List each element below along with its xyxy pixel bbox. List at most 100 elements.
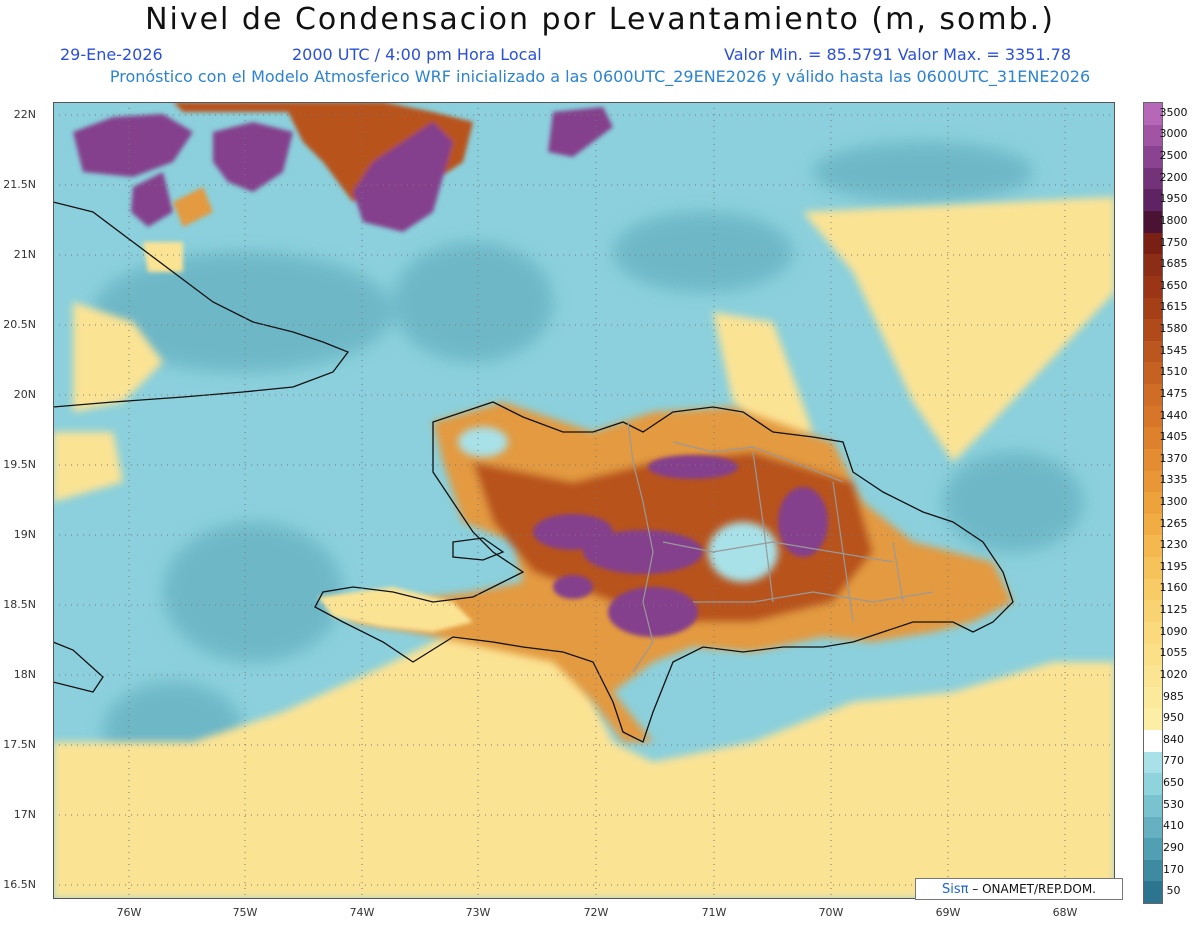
lon-label: 74W	[349, 906, 375, 919]
legend-swatch	[1144, 751, 1162, 774]
legend-swatch	[1144, 535, 1162, 558]
legend-swatch	[1144, 600, 1162, 623]
lat-label: 21N	[13, 248, 36, 261]
legend-swatch	[1144, 621, 1162, 645]
lat-label: 19N	[13, 528, 36, 541]
legend-label: 1230	[1159, 538, 1188, 552]
legend-label: 2500	[1159, 149, 1188, 163]
lat-label: 18.5N	[3, 598, 36, 611]
forecast-time: 2000 UTC / 4:00 pm Hora Local	[292, 45, 542, 64]
lon-label: 68W	[1052, 906, 1078, 919]
legend-label: 1020	[1159, 667, 1188, 681]
legend-label: 530	[1163, 797, 1184, 811]
legend-label: 1545	[1159, 343, 1188, 357]
legend-label: 1685	[1159, 257, 1188, 271]
credit-text: – ONAMET/REP.DOM.	[972, 882, 1096, 896]
legend-swatch	[1144, 686, 1162, 709]
legend-label: 1475	[1159, 386, 1188, 400]
legend-label: 1125	[1159, 603, 1188, 617]
credit-box: Sisπ – ONAMET/REP.DOM.	[915, 878, 1123, 900]
legend-label: 1300	[1159, 495, 1188, 508]
legend-swatch	[1144, 643, 1162, 666]
legend-swatch	[1144, 773, 1162, 796]
legend-swatch	[1144, 211, 1162, 234]
legend-label: 290	[1163, 840, 1184, 854]
lat-label: 17N	[13, 808, 36, 821]
legend-label: 1335	[1159, 473, 1188, 487]
legend-swatch	[1144, 448, 1162, 472]
lat-label: 21.5N	[3, 178, 36, 191]
legend-swatch	[1144, 275, 1162, 299]
lon-label: 70W	[818, 906, 844, 919]
lon-label: 76W	[116, 906, 142, 919]
legend-swatch	[1144, 492, 1162, 515]
legend-swatch	[1144, 859, 1162, 882]
legend-label: 1265	[1159, 516, 1188, 530]
legend-label: 1195	[1159, 559, 1188, 573]
legend-label: 840	[1163, 732, 1184, 746]
lat-label: 22N	[13, 108, 36, 121]
hispaniola-coast	[314, 401, 1014, 743]
lon-label: 75W	[232, 906, 258, 919]
legend-swatch	[1144, 816, 1162, 839]
legend-swatch	[1144, 427, 1162, 450]
legend-label: 950	[1163, 711, 1184, 725]
legend-label: 1055	[1159, 646, 1188, 660]
legend-swatch	[1144, 362, 1162, 385]
legend-label: 3000	[1159, 127, 1188, 141]
map-title: Nivel de Condensacion por Levantamiento …	[145, 2, 1055, 37]
gonave-island	[452, 537, 505, 561]
model-info: Pronóstico con el Modelo Atmosferico WRF…	[109, 67, 1091, 86]
legend-label: 985	[1163, 689, 1184, 703]
legend-swatch	[1144, 319, 1162, 342]
lon-label: 71W	[701, 906, 727, 919]
legend-swatch	[1144, 146, 1162, 169]
lat-label: 17.5N	[3, 738, 36, 751]
legend-label: 170	[1163, 862, 1184, 876]
legend-swatch	[1144, 513, 1162, 536]
lon-label: 73W	[465, 906, 491, 919]
legend-swatch	[1144, 881, 1162, 904]
legend-label: 1510	[1159, 365, 1188, 379]
legend-label: 1580	[1159, 322, 1188, 336]
legend-label: 2200	[1159, 170, 1188, 184]
min-max-values: Valor Min. = 85.5791 Valor Max. = 3351.7…	[724, 45, 1072, 64]
legend-label: 3500	[1159, 105, 1188, 119]
lat-label: 20N	[13, 388, 36, 401]
legend-swatch	[1144, 665, 1162, 688]
jamaica-coast	[53, 641, 104, 693]
legend-swatch	[1144, 557, 1162, 580]
legend-swatch	[1144, 167, 1162, 190]
legend-label: 1750	[1159, 235, 1188, 249]
legend-swatch	[1144, 794, 1162, 817]
legend-label: 1950	[1159, 192, 1188, 206]
legend-label: 1615	[1159, 300, 1188, 314]
legend-swatch	[1144, 297, 1162, 320]
legend-swatch	[1144, 384, 1162, 407]
legend-label: 1160	[1159, 581, 1188, 595]
graticule	[53, 102, 1115, 899]
legend-label: 770	[1163, 754, 1184, 768]
lat-label: 20.5N	[3, 318, 36, 331]
legend-label: 650	[1163, 776, 1184, 790]
pi-symbol-icon: Sisπ	[941, 882, 969, 897]
legend-label: 1405	[1159, 430, 1188, 444]
lon-label: 72W	[583, 906, 609, 919]
legend-swatch	[1144, 254, 1162, 277]
color-legend	[1143, 102, 1163, 904]
legend-swatch	[1144, 232, 1162, 255]
legend-label: 1440	[1159, 408, 1188, 422]
legend-swatch	[1144, 578, 1162, 601]
lon-label: 69W	[935, 906, 961, 919]
lat-label: 18N	[13, 668, 36, 681]
legend-swatch	[1144, 103, 1162, 126]
forecast-map	[53, 102, 1115, 899]
province-borders	[627, 421, 934, 673]
lat-label: 16.5N	[3, 878, 36, 891]
legend-swatch	[1144, 470, 1162, 493]
legend-label: 50	[1166, 884, 1181, 898]
legend-swatch	[1144, 730, 1162, 753]
legend-label: 1650	[1159, 278, 1188, 292]
legend-swatch	[1144, 405, 1162, 428]
legend-label: 1370	[1159, 451, 1188, 465]
